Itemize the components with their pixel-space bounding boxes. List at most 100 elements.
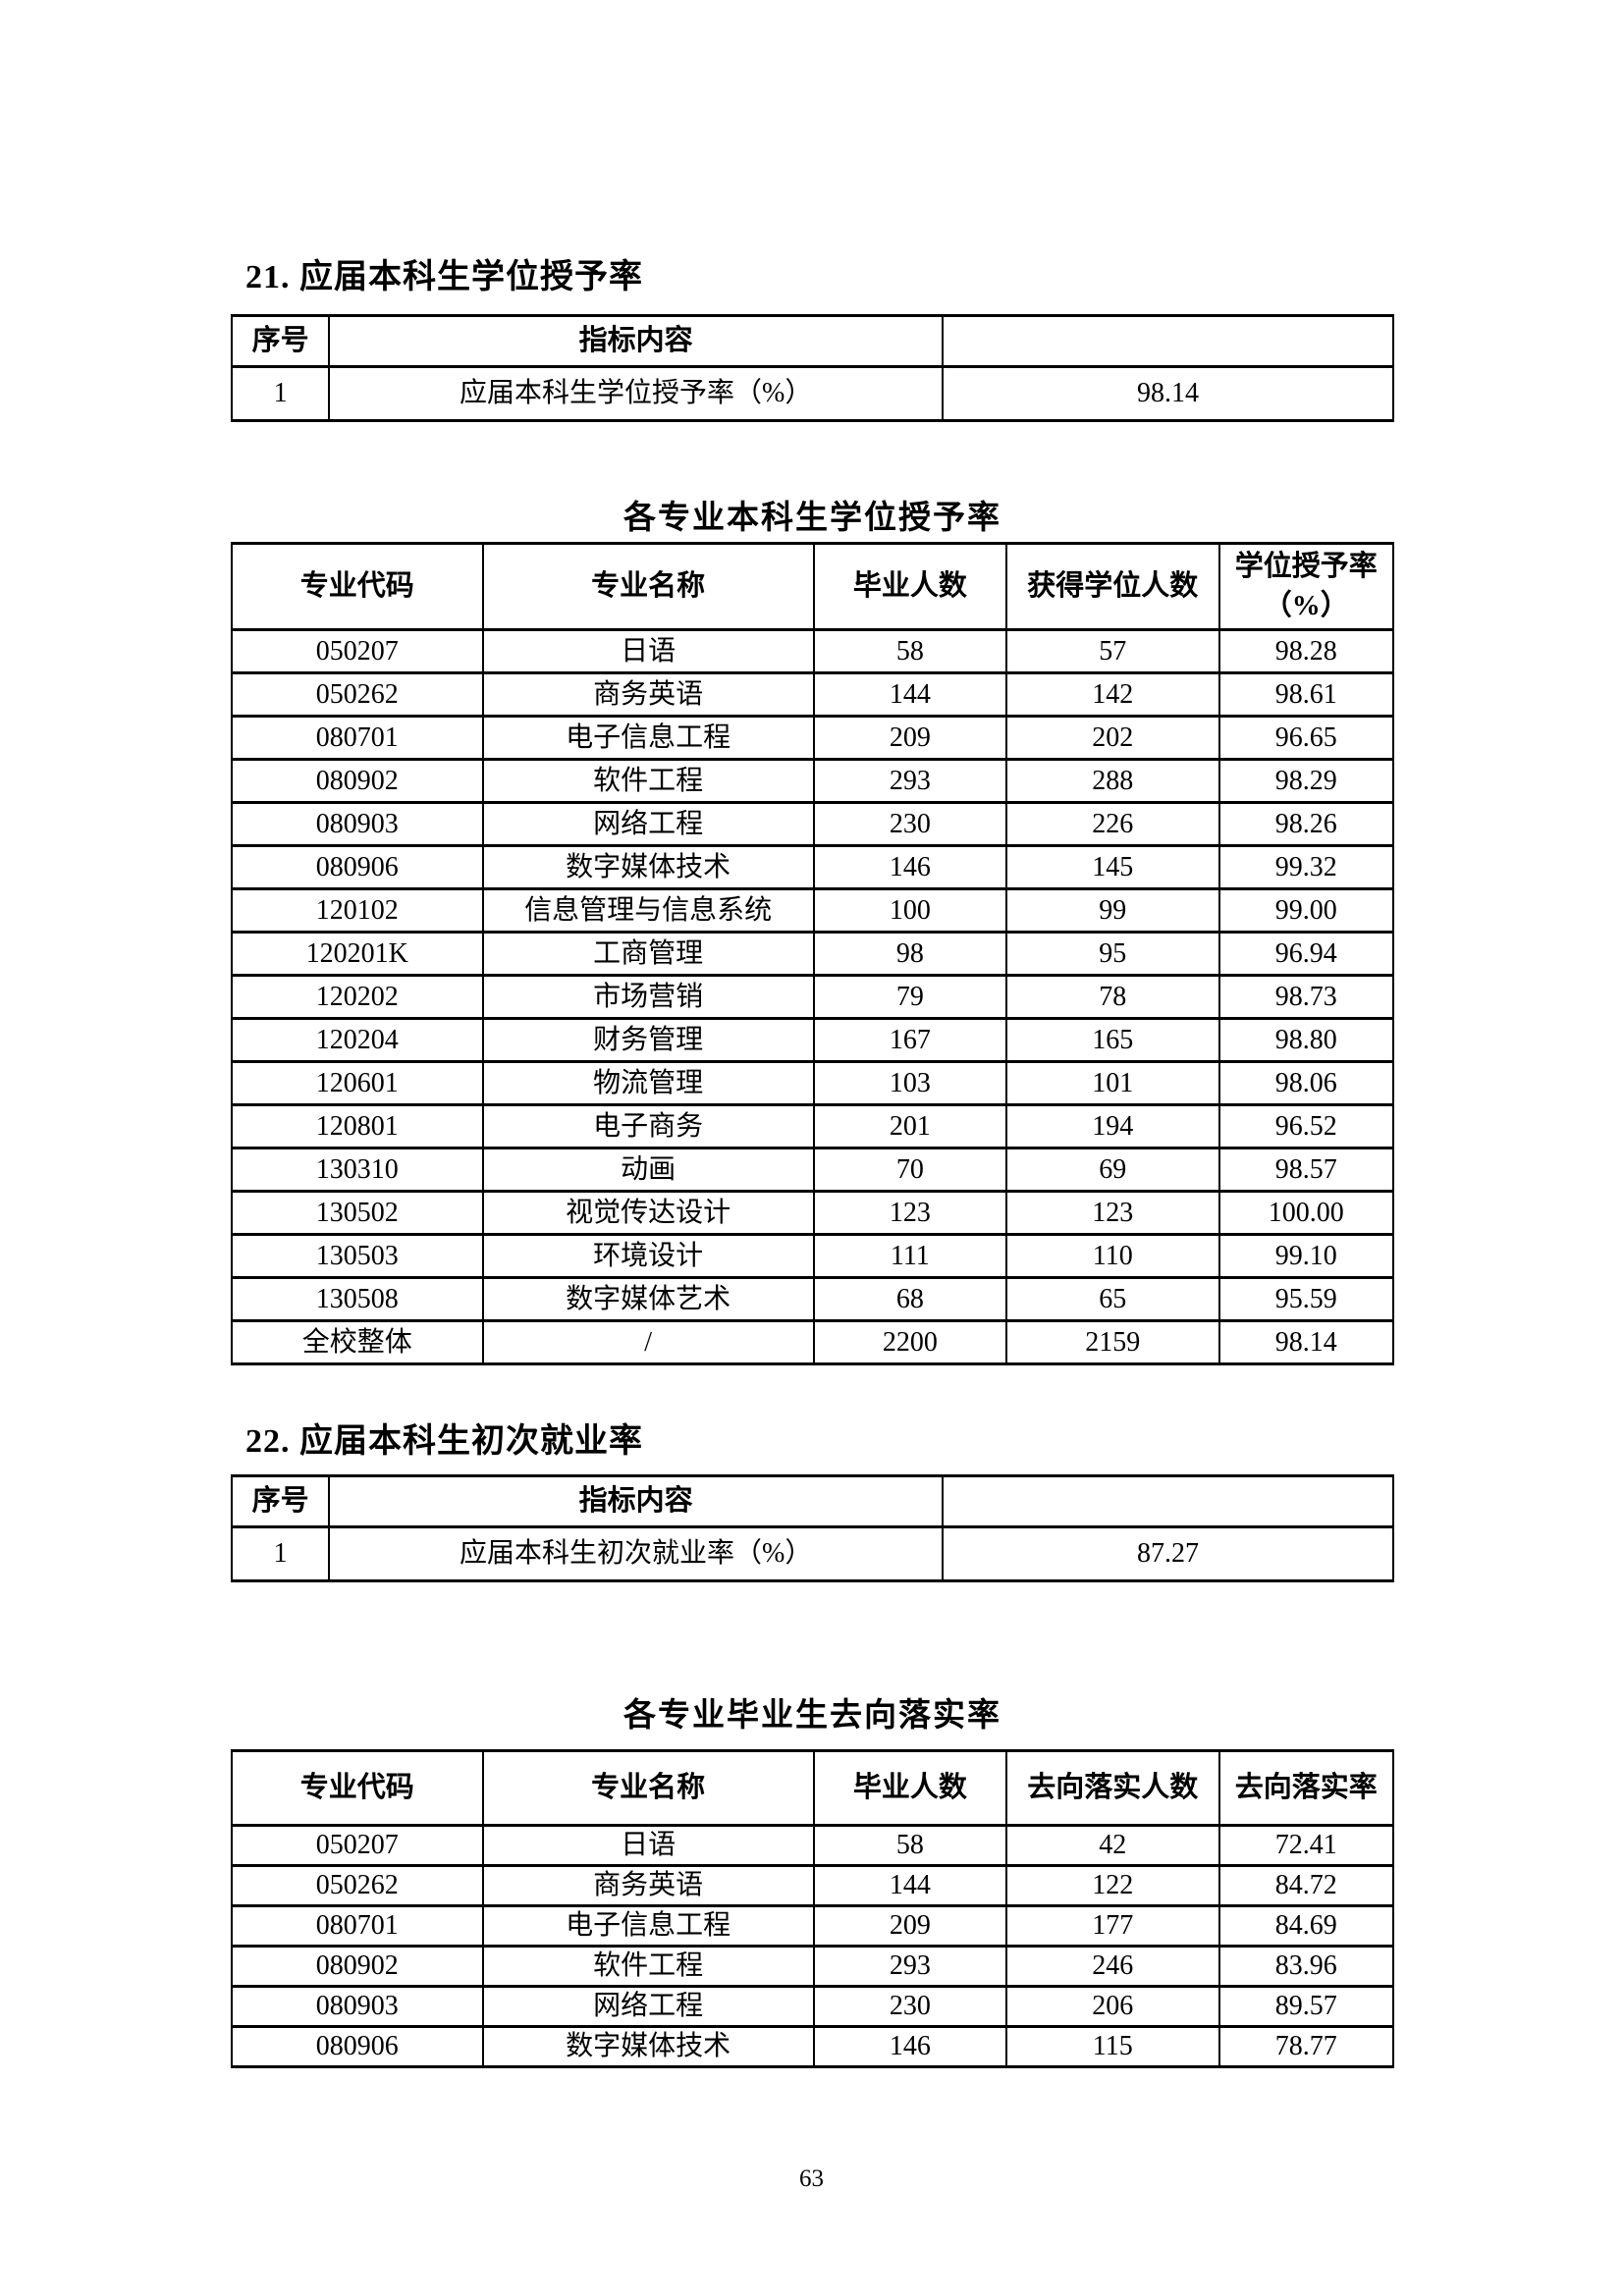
table-cell: 194 (1005, 1103, 1220, 1149)
table-cell: 84.69 (1217, 1904, 1395, 1948)
table-cell: 87.27 (941, 1525, 1395, 1582)
table-cell: 144 (812, 1864, 1008, 1907)
table-cell: 99 (1005, 887, 1220, 934)
table-row: 050262 商务英语 144 122 84.72 (231, 1864, 1395, 1907)
table-cell: 数字媒体艺术 (481, 1276, 815, 1322)
table-cell: 050207 (231, 1824, 484, 1867)
table-cell: 99.00 (1217, 887, 1395, 934)
table-cell: 72.41 (1217, 1824, 1395, 1867)
table-cell: 145 (1005, 844, 1220, 890)
table-cell: 1 (230, 1525, 331, 1582)
table-row: 050207 日语 58 57 98.28 (231, 628, 1395, 674)
table-cell: 商务英语 (481, 1864, 815, 1907)
table-cell: 167 (812, 1017, 1008, 1063)
table-cell: 58 (812, 628, 1008, 674)
table-body: 050207 日语 58 42 72.41 050262 商务英语 144 122 84.72 08… (231, 1824, 1395, 2068)
table-cell: 98.28 (1217, 628, 1395, 674)
table-cell: 120202 (231, 974, 484, 1020)
table-row: 080903 网络工程 230 226 98.26 (231, 801, 1395, 847)
table-cell: 网络工程 (481, 801, 815, 847)
table-cell: 293 (812, 758, 1008, 804)
table-row: 120102 信息管理与信息系统 100 99 99.00 (231, 887, 1395, 934)
table-cell: 080903 (231, 1985, 484, 2028)
column-header-seq: 序号 (230, 314, 331, 368)
placement-rate-by-major-table: 专业代码 专业名称 毕业人数 去向落实人数 去向落实率 050207 日语 58 42… (231, 1749, 1395, 2068)
table-cell: 65 (1005, 1276, 1220, 1322)
table-row: 120201K 工商管理 98 95 96.94 (231, 931, 1395, 977)
table-cell: 130503 (231, 1233, 484, 1279)
table-cell: 软件工程 (481, 1945, 815, 1988)
table-cell: 100 (812, 887, 1008, 934)
table-header: 专业代码 专业名称 毕业人数 去向落实人数 去向落实率 (231, 1749, 1395, 1827)
table-cell: 120801 (231, 1103, 484, 1149)
table-cell: 84.72 (1217, 1864, 1395, 1907)
table-cell: 144 (812, 671, 1008, 718)
table-cell: 98.80 (1217, 1017, 1395, 1063)
table-row: 130503 环境设计 111 110 99.10 (231, 1233, 1395, 1279)
table-cell: 日语 (481, 628, 815, 674)
table-cell: 应届本科生学位授予率（%） (328, 365, 944, 422)
table-row: 120202 市场营销 79 78 98.73 (231, 974, 1395, 1020)
column-header-placed-count: 去向落实人数 (1005, 1749, 1220, 1827)
table-cell: 123 (812, 1190, 1008, 1236)
table-cell: 050262 (231, 671, 484, 718)
table-cell: 物流管理 (481, 1060, 815, 1106)
table-cell: 视觉传达设计 (481, 1190, 815, 1236)
table-cell: 120601 (231, 1060, 484, 1106)
table-cell: 98.06 (1217, 1060, 1395, 1106)
table-cell: 123 (1005, 1190, 1220, 1236)
table-cell: 120102 (231, 887, 484, 934)
table-cell: 动画 (481, 1147, 815, 1193)
header-row: 专业代码 专业名称 毕业人数 去向落实人数 去向落实率 (231, 1749, 1395, 1827)
table-row: 1 应届本科生学位授予率（%） 98.14 (230, 365, 1395, 422)
table-cell: 软件工程 (481, 758, 815, 804)
column-header-indicator: 指标内容 (328, 1474, 944, 1528)
column-header-degrees-awarded: 获得学位人数 (1005, 542, 1220, 631)
column-header-indicator: 指标内容 (328, 314, 944, 368)
table-row: 130508 数字媒体艺术 68 65 95.59 (231, 1276, 1395, 1322)
table-cell: 98 (812, 931, 1008, 977)
table-cell: 98.73 (1217, 974, 1395, 1020)
table-row: 130310 动画 70 69 98.57 (231, 1147, 1395, 1193)
table-cell: 环境设计 (481, 1233, 815, 1279)
employment-rate-indicator-table: 序号 指标内容 1 应届本科生初次就业率（%） 87.27 (230, 1474, 1395, 1582)
table-cell: 080902 (231, 1945, 484, 1988)
table-cell: 96.94 (1217, 931, 1395, 977)
table-cell: 101 (1005, 1060, 1220, 1106)
table-cell: 57 (1005, 628, 1220, 674)
table-cell: 080906 (231, 2025, 484, 2068)
table-row: 全校整体/2200 2159 98.14 (231, 1319, 1395, 1365)
table-cell: 209 (812, 715, 1008, 761)
table-cell: 69 (1005, 1147, 1220, 1193)
table-cell: 95.59 (1217, 1276, 1395, 1322)
table-cell: 市场营销 (481, 974, 815, 1020)
table-cell: 142 (1005, 671, 1220, 718)
table-row: 080902 软件工程 293 246 83.96 (231, 1945, 1395, 1988)
table-cell: 商务英语 (481, 671, 815, 718)
table-cell: 2200 (812, 1319, 1008, 1365)
table-cell: 98.29 (1217, 758, 1395, 804)
column-header-major-code: 专业代码 (231, 1749, 484, 1827)
column-header-placement-rate: 去向落实率 (1217, 1749, 1395, 1827)
table-cell: 数字媒体技术 (481, 844, 815, 890)
table-header: 专业代码 专业名称 毕业人数 获得学位人数 学位授予率 （%） (231, 542, 1395, 631)
table-header: 序号 指标内容 (230, 1474, 1395, 1528)
column-header-major-name: 专业名称 (481, 1749, 815, 1827)
table-row: 080906 数字媒体技术 146 115 78.77 (231, 2025, 1395, 2068)
table-row: 080701 电子信息工程 209 177 84.69 (231, 1904, 1395, 1948)
page-number: 63 (799, 2165, 824, 2192)
column-header-graduates: 毕业人数 (812, 1749, 1008, 1827)
table-cell: 电子信息工程 (481, 715, 815, 761)
table-cell: 080902 (231, 758, 484, 804)
table-cell: 信息管理与信息系统 (481, 887, 815, 934)
table-cell: 122 (1005, 1864, 1220, 1907)
table-cell: 050207 (231, 628, 484, 674)
table-row: 050262 商务英语 144 142 98.61 (231, 671, 1395, 718)
table-cell: 日语 (481, 1824, 815, 1867)
table-cell: 95 (1005, 931, 1220, 977)
table-cell: 146 (812, 844, 1008, 890)
table-cell: 83.96 (1217, 1945, 1395, 1988)
degree-table-title: 各专业本科生学位授予率 (623, 501, 1001, 536)
table-cell: 70 (812, 1147, 1008, 1193)
